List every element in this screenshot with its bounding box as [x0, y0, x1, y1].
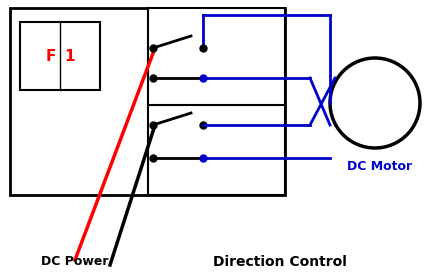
Bar [20, 22, 100, 90]
Bar [10, 8, 285, 195]
Text: Direction Control: Direction Control [213, 255, 347, 269]
Text: F: F [46, 48, 56, 63]
Text: DC Power: DC Power [41, 255, 109, 268]
Text: DC Motor: DC Motor [347, 160, 412, 173]
Circle shape [330, 58, 420, 148]
Text: 1: 1 [64, 48, 75, 63]
Bar [148, 8, 285, 195]
